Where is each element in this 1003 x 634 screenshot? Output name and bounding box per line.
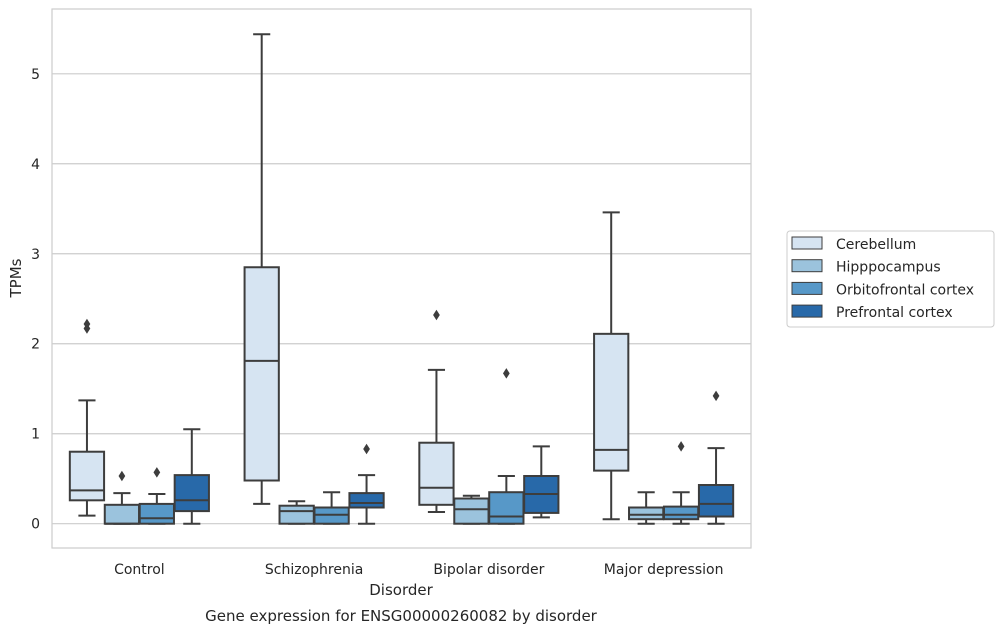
- iqr-box: [453, 497, 490, 525]
- gridlines: [52, 73, 751, 525]
- legend-label: Hipppocampus: [836, 260, 941, 276]
- figure-caption: Gene expression for ENSG00000260082 by d…: [205, 607, 598, 625]
- legend-frame: [786, 230, 995, 328]
- outlier-point: [677, 441, 685, 452]
- box-orbitofrontal-cortex: [138, 467, 175, 525]
- outlier-point: [118, 470, 126, 482]
- outlier-point: [502, 368, 510, 379]
- x-tick-label: Control: [114, 562, 165, 578]
- iqr-box: [138, 502, 175, 525]
- box-prefrontal-cortex: [523, 445, 560, 519]
- y-tick-label: 0: [31, 517, 40, 533]
- box-prefrontal-cortex: [173, 428, 210, 525]
- box-cerebellum: [68, 318, 106, 517]
- box-prefrontal-cortex: [697, 390, 735, 525]
- outlier-point: [153, 467, 161, 478]
- iqr-box: [697, 484, 735, 518]
- x-tick-labels: Control Schizophrenia Bipolar disorder Majo…: [114, 562, 723, 578]
- iqr-box: [662, 505, 700, 521]
- x-tick-label: Major depression: [604, 562, 724, 578]
- legend: Cerebellum Hipppocampus Orbitofrontal cort…: [786, 230, 995, 328]
- iqr-box: [278, 504, 315, 525]
- x-tick-label: Bipolar disorder: [433, 562, 544, 578]
- iqr-box: [488, 491, 525, 525]
- box-hipppocampus: [103, 470, 141, 525]
- y-tick-label: 2: [31, 337, 40, 353]
- outlier-point: [712, 390, 720, 402]
- iqr-box: [173, 474, 210, 513]
- iqr-box: [68, 450, 106, 502]
- iqr-box: [628, 506, 665, 521]
- box-orbitofrontal-cortex: [313, 491, 350, 525]
- legend-swatch: [791, 304, 823, 318]
- x-tick-label: Schizophrenia: [265, 562, 363, 578]
- legend-label: Prefrontal cortex: [836, 305, 953, 321]
- legend-swatch: [791, 281, 823, 295]
- iqr-box: [418, 441, 455, 506]
- y-tick-labels: 0 1 2 3 4 5: [31, 67, 40, 533]
- y-tick-label: 5: [31, 67, 40, 83]
- iqr-box: [348, 492, 385, 509]
- iqr-box: [593, 332, 630, 472]
- plot-area: [51, 8, 752, 549]
- legend-swatch: [791, 259, 823, 273]
- y-axis-label: TPMs: [7, 258, 25, 298]
- box-groups: [68, 33, 735, 525]
- y-tick-label: 1: [31, 427, 40, 443]
- legend-swatch: [791, 236, 823, 250]
- y-tick-label: 4: [31, 157, 40, 173]
- box-cerebellum: [593, 211, 630, 521]
- iqr-box: [243, 266, 280, 482]
- x-axis-label: Disorder: [369, 581, 433, 599]
- box-cerebellum: [418, 309, 455, 514]
- y-tick-label: 3: [31, 247, 40, 263]
- outlier-point: [83, 318, 91, 330]
- outlier-point: [433, 309, 440, 321]
- outlier-point: [363, 443, 370, 455]
- box-hipppocampus: [453, 494, 490, 525]
- legend-label: Cerebellum: [836, 237, 916, 253]
- iqr-box: [103, 503, 141, 525]
- legend-label: Orbitofrontal cortex: [836, 282, 974, 298]
- box-cerebellum: [243, 33, 280, 505]
- box-prefrontal-cortex: [348, 443, 385, 525]
